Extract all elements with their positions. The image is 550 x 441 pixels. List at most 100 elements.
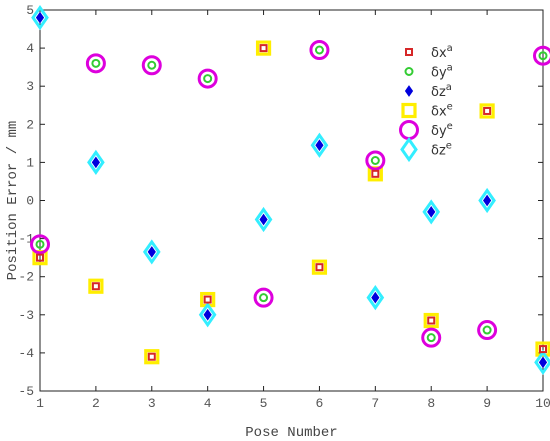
- data-point-square-small: [36, 253, 44, 262]
- legend-label: δxe: [431, 102, 453, 120]
- legend-label: δxa: [431, 43, 453, 61]
- legend-marker-circle-large: [399, 120, 419, 140]
- x-tick-label: 1: [36, 396, 44, 411]
- data-point-diamond-large: [198, 302, 217, 328]
- legend-item: δze: [400, 136, 452, 163]
- legend-marker-circle-small: [404, 67, 414, 76]
- data-point-diamond-small: [147, 246, 156, 258]
- data-point-square-small: [371, 169, 380, 178]
- data-point-square-large: [311, 259, 328, 275]
- y-tick-label: 5: [26, 3, 34, 18]
- y-tick-label: 3: [26, 79, 34, 94]
- data-point-diamond-large: [31, 5, 49, 31]
- y-tick-label: -2: [18, 270, 34, 285]
- data-point-circle-small: [538, 51, 548, 61]
- data-point-circle-large: [30, 234, 50, 255]
- data-point-square-small: [259, 44, 268, 53]
- legend-label: δza: [431, 82, 452, 100]
- data-point-diamond-small: [91, 156, 100, 169]
- data-point-square-large: [144, 349, 160, 365]
- data-point-circle-small: [203, 74, 213, 84]
- data-point-circle-large: [85, 53, 106, 74]
- legend-marker-square-large: [401, 102, 417, 119]
- data-point-square-small: [483, 106, 492, 115]
- y-axis-label: Position Error / mm: [5, 121, 21, 281]
- small-markers: [35, 11, 548, 369]
- data-point-diamond-large: [422, 199, 441, 225]
- data-point-square-small: [315, 263, 324, 272]
- y-tick-label: 0: [26, 194, 34, 209]
- data-point-circle-large: [197, 68, 218, 89]
- legend-marker-diamond-small: [404, 85, 414, 97]
- data-point-square-large: [88, 278, 104, 294]
- data-point-circle-large: [477, 320, 498, 341]
- y-tick-label: -3: [18, 308, 34, 323]
- data-point-diamond-large: [366, 285, 385, 311]
- data-point-circle-small: [314, 45, 324, 55]
- x-tick-label: 7: [371, 396, 379, 411]
- axes: [39, 9, 544, 392]
- data-point-square-small: [91, 282, 100, 291]
- data-point-square-small: [147, 352, 156, 361]
- data-point-diamond-small: [483, 194, 492, 207]
- legend-marker-diamond-large: [400, 136, 418, 163]
- y-tick-label: -4: [18, 346, 34, 361]
- data-point-diamond-small: [203, 308, 212, 321]
- data-point-circle-small: [147, 60, 157, 70]
- x-tick-label: 3: [148, 396, 156, 411]
- plot-frame: [39, 9, 544, 392]
- data-point-diamond-small: [371, 291, 380, 304]
- data-point-diamond-large: [254, 206, 273, 233]
- legend-label: δya: [431, 63, 453, 81]
- legend-item: δza: [404, 82, 452, 100]
- data-point-circle-large: [309, 40, 330, 61]
- data-point-diamond-large: [310, 132, 329, 158]
- data-point-circle-small: [370, 155, 380, 165]
- y-tick-label: 1: [26, 155, 34, 170]
- legend-item: δya: [404, 63, 453, 81]
- data-point-square-large: [535, 341, 550, 357]
- y-tick-label: 2: [26, 117, 34, 132]
- legend-label: δye: [431, 121, 453, 139]
- data-point-square-large: [423, 312, 439, 329]
- data-point-diamond-small: [315, 139, 324, 152]
- large-markers: [30, 5, 550, 376]
- y-tick-label: -5: [18, 384, 34, 399]
- data-point-diamond-large: [534, 349, 550, 376]
- x-tick-label: 6: [316, 396, 324, 411]
- x-tick-label: 4: [204, 396, 212, 411]
- legend-item: δye: [399, 120, 453, 140]
- data-point-circle-small: [259, 293, 269, 303]
- data-point-circle-large: [421, 327, 442, 348]
- data-point-square-small: [427, 316, 436, 325]
- data-point-diamond-small: [35, 11, 45, 24]
- data-point-square-large: [255, 40, 272, 56]
- data-point-circle-small: [35, 239, 45, 249]
- x-tick-label: 10: [535, 396, 550, 411]
- y-tick-label: 4: [26, 41, 34, 56]
- data-point-diamond-large: [142, 239, 161, 265]
- data-point-circle-large: [141, 55, 162, 76]
- data-point-diamond-small: [427, 206, 436, 218]
- legend-label: δze: [431, 141, 452, 159]
- legend-marker-square-small: [405, 48, 413, 56]
- data-point-square-small: [539, 345, 547, 354]
- x-tick-label: 9: [483, 396, 491, 411]
- legend-item: δxe: [401, 102, 453, 120]
- data-point-circle-small: [426, 333, 436, 343]
- data-point-circle-small: [91, 58, 101, 68]
- data-point-diamond-small: [538, 356, 548, 369]
- data-point-diamond-small: [259, 213, 268, 226]
- data-point-square-large: [479, 103, 495, 119]
- data-point-circle-large: [253, 287, 274, 308]
- data-point-circle-large: [533, 45, 550, 66]
- data-point-circle-small: [482, 325, 492, 335]
- x-tick-label: 5: [260, 396, 268, 411]
- data-point-diamond-large: [87, 149, 105, 176]
- data-point-circle-large: [365, 150, 386, 171]
- data-point-diamond-large: [478, 187, 496, 214]
